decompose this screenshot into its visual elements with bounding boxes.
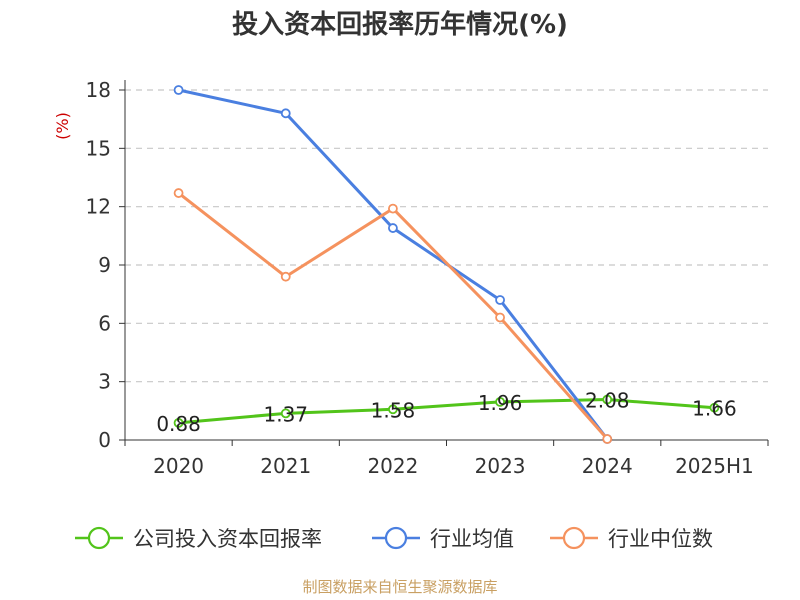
- y-tick-label: 9: [98, 253, 111, 277]
- legend-label: 公司投入资本回报率: [133, 527, 322, 551]
- legend-marker: [87, 526, 111, 550]
- data-point: [173, 417, 184, 428]
- data-point: [173, 188, 184, 198]
- data-point: [388, 203, 398, 214]
- y-axis-label: (%): [53, 112, 72, 140]
- legend-marker: [562, 526, 586, 550]
- source-note: 制图数据来自恒生聚源数据库: [302, 578, 497, 596]
- y-tick-label: 12: [86, 195, 111, 219]
- data-point: [495, 396, 505, 407]
- x-tick-label: 2025H1: [675, 454, 754, 478]
- data-point: [602, 394, 613, 405]
- y-tick-label: 3: [98, 370, 111, 394]
- data-point: [495, 295, 505, 305]
- y-tick-label: 0: [98, 428, 111, 452]
- legend: 公司投入资本回报率 行业均值 行业中位数: [75, 526, 713, 551]
- data-label: 1.58: [371, 398, 416, 422]
- y-tick-label: 6: [98, 311, 111, 335]
- legend-label: 行业中位数: [608, 527, 713, 551]
- data-labels: 0.88 1.37 1.58 1.96 2.08 1.66: [156, 389, 736, 436]
- data-point: [280, 271, 291, 282]
- axes: 0 3 6 9 12 15 18 2020 2021 2022 2023 2024 2025H1: [86, 78, 769, 478]
- data-label: 1.66: [692, 397, 737, 421]
- data-point: [388, 223, 398, 233]
- data-label: 2.08: [585, 389, 630, 413]
- data-point: [495, 312, 505, 323]
- legend-marker: [384, 526, 408, 550]
- data-point: [280, 408, 291, 419]
- x-tick-label: 2020: [153, 454, 204, 478]
- x-tick-label: 2024: [582, 454, 633, 478]
- data-label: 0.88: [156, 412, 201, 436]
- y-tick-label: 15: [86, 136, 111, 160]
- data-point: [602, 434, 613, 444]
- x-tick-label: 2023: [475, 454, 526, 478]
- gridlines: [125, 89, 768, 383]
- data-label: 1.96: [478, 391, 523, 415]
- data-label: 1.37: [263, 402, 308, 426]
- legend-label: 行业均值: [430, 527, 514, 551]
- series-lines: [173, 85, 720, 444]
- data-point: [173, 85, 184, 95]
- x-tick-label: 2021: [260, 454, 311, 478]
- data-point: [709, 402, 720, 413]
- x-tick-label: 2022: [367, 454, 418, 478]
- series-line: [178, 398, 715, 425]
- chart-title: 投入资本回报率历年情况(%): [232, 9, 568, 40]
- data-point: [388, 404, 398, 415]
- data-point: [280, 108, 291, 119]
- y-tick-label: 18: [86, 78, 111, 102]
